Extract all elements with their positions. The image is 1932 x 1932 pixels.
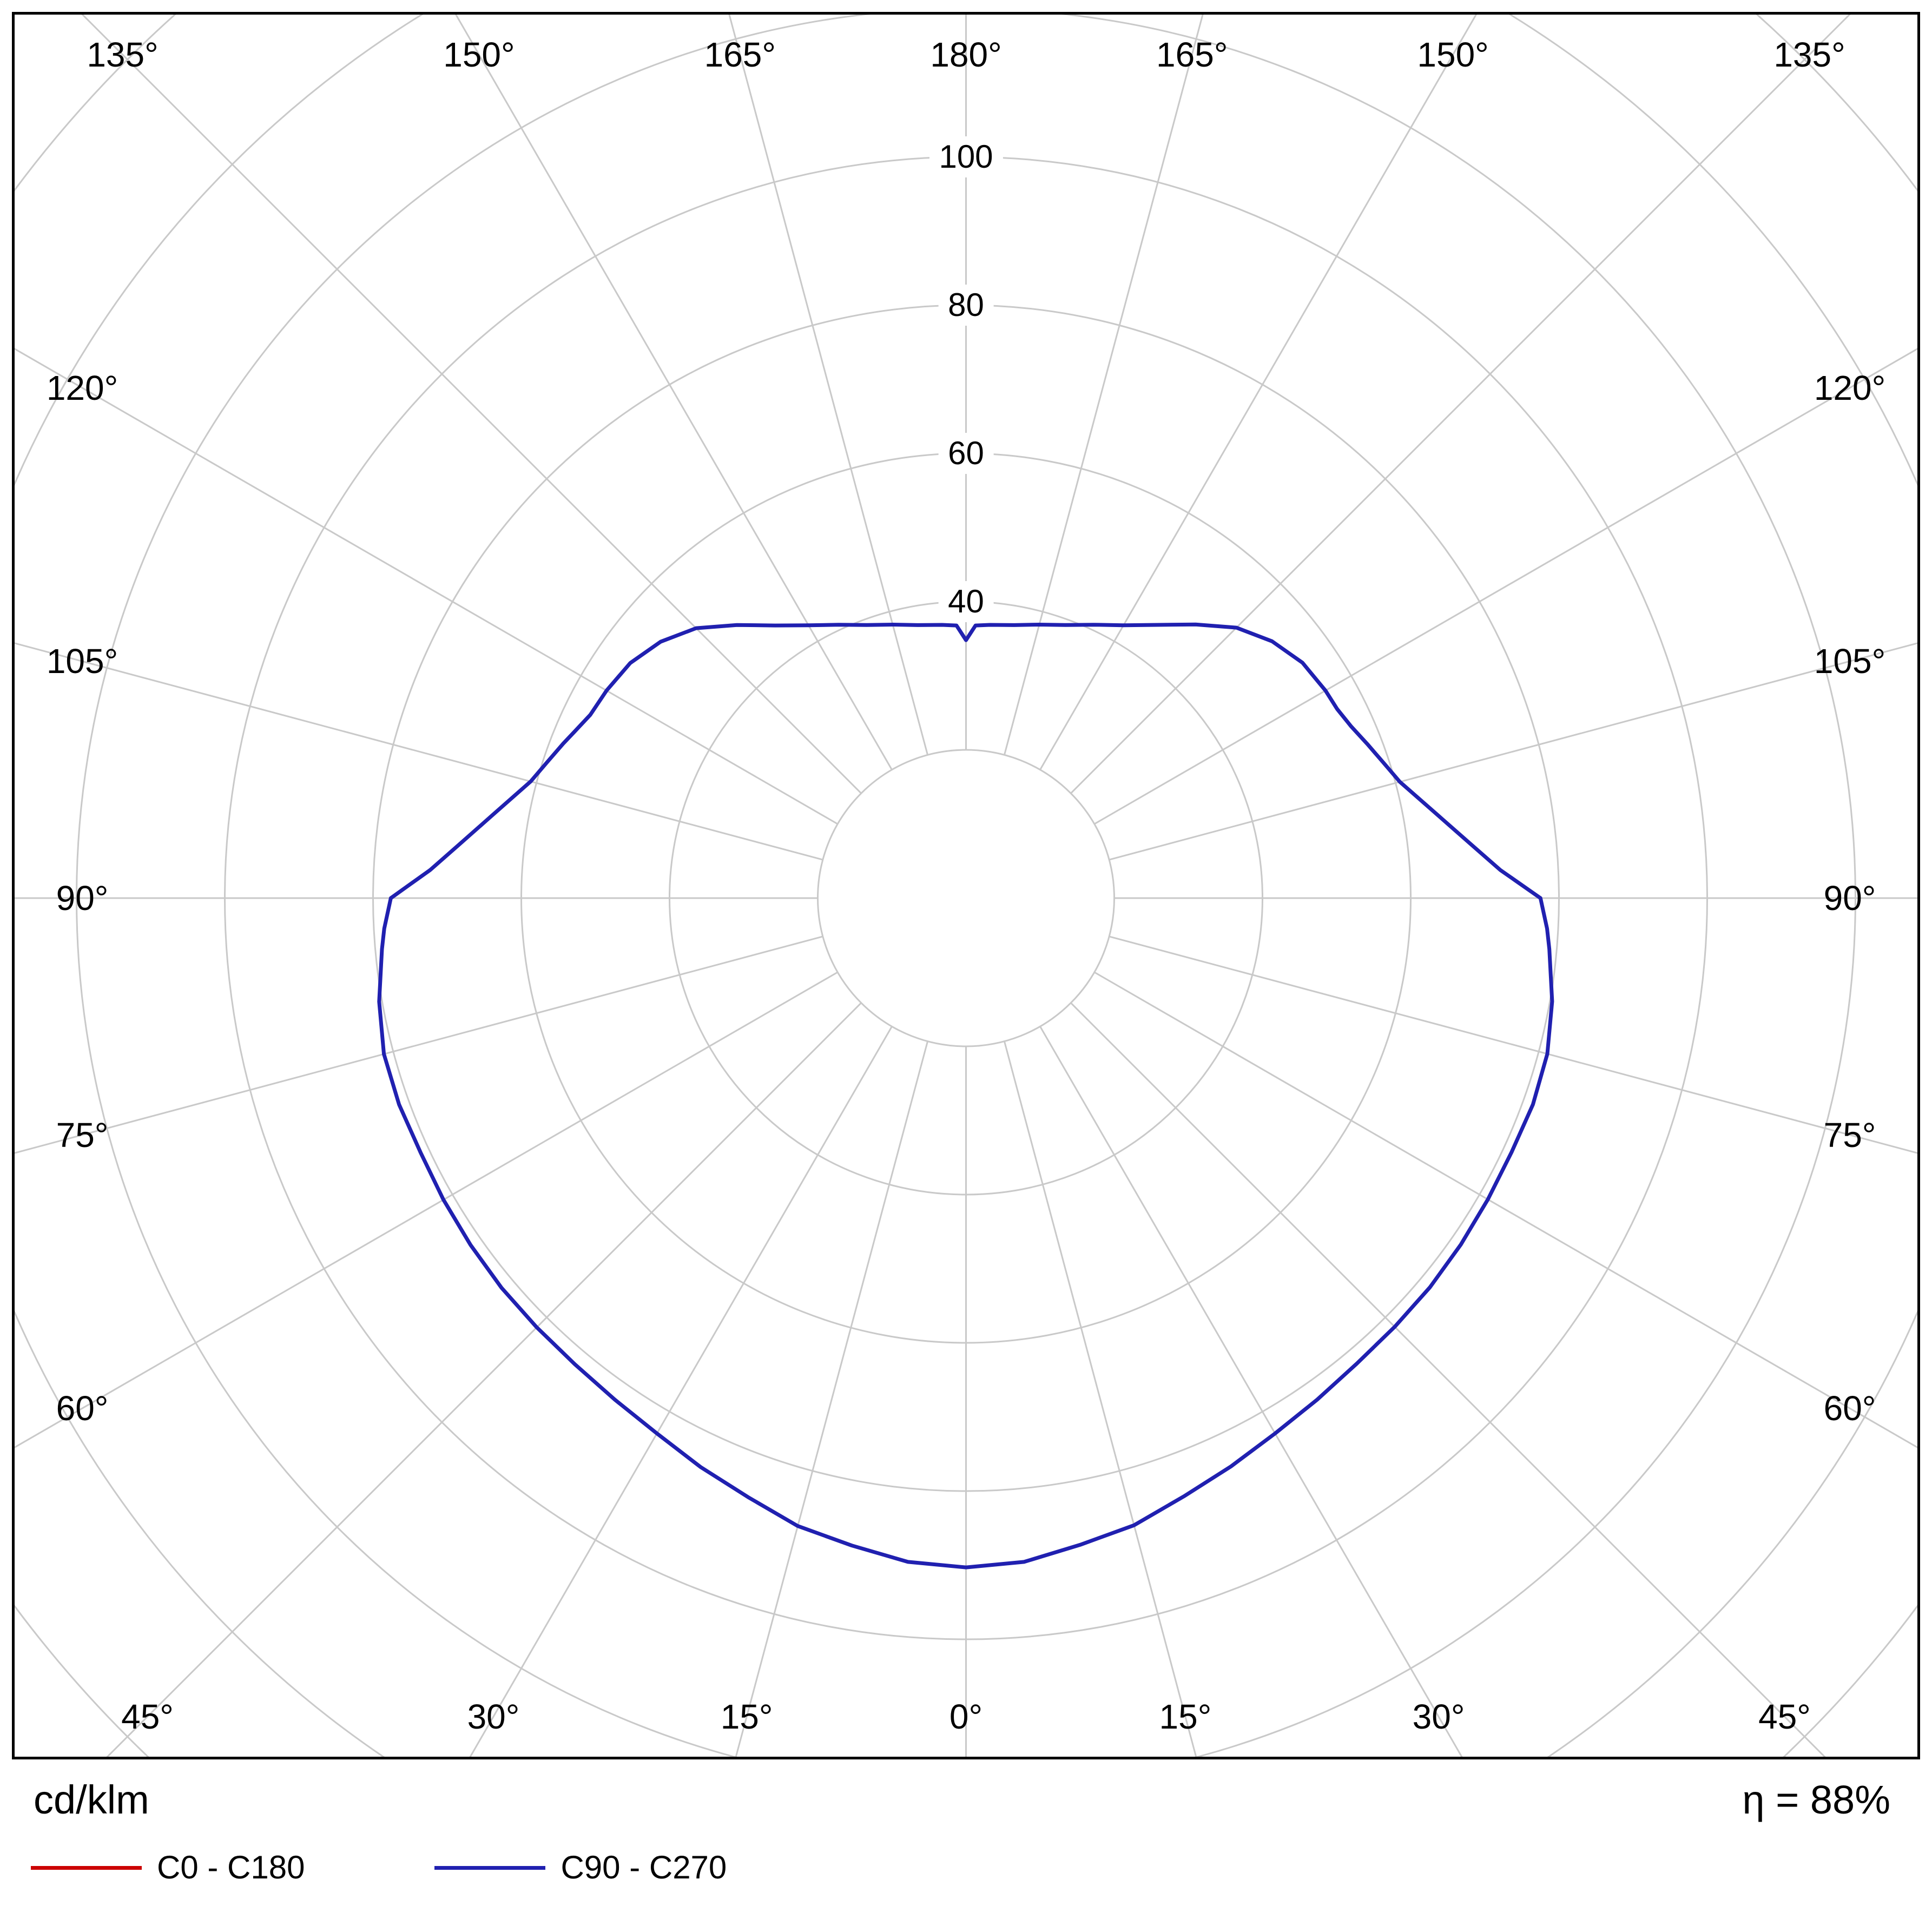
grid-spoke xyxy=(1094,971,1917,1449)
grid-spoke xyxy=(1039,15,1478,770)
grid-spoke xyxy=(735,1041,929,1757)
grid-spoke xyxy=(1003,1041,1197,1757)
legend-item-c90-c270: C90 - C270 xyxy=(434,1851,727,1884)
grid-spoke xyxy=(15,971,838,1449)
legend: C0 - C180 C90 - C270 xyxy=(31,1851,727,1884)
grid-spoke xyxy=(1039,1026,1463,1757)
legend-item-c0-c180: C0 - C180 xyxy=(31,1851,305,1884)
grid-spoke xyxy=(15,642,823,861)
grid-spoke xyxy=(15,347,838,825)
grid-spoke xyxy=(81,15,862,794)
curve-c90-c270 xyxy=(377,622,1554,1570)
legend-label-c90-c270: C90 - C270 xyxy=(561,1849,727,1885)
grid-spoke xyxy=(1003,15,1204,755)
grid-ring xyxy=(817,749,1115,1047)
polar-plot-area: 0° 15° 15° 30° 30° 45° 45° 60° 60° 75° 75° 90° 90° 10… xyxy=(12,12,1920,1759)
grid-spoke xyxy=(1094,347,1917,825)
legend-label-c0-c180: C0 - C180 xyxy=(157,1849,305,1885)
grid-spoke xyxy=(106,1002,862,1757)
legend-swatch-red xyxy=(31,1865,142,1870)
grid-spoke xyxy=(1070,1002,1826,1757)
grid-spoke xyxy=(1109,935,1917,1154)
grid-spoke xyxy=(469,1026,893,1757)
grid-spoke xyxy=(1070,15,1851,794)
footer: cd/klm η = 88% C0 - C180 C90 - C270 xyxy=(12,1759,1920,1932)
grid-spoke xyxy=(1109,642,1917,861)
grid-spoke xyxy=(454,15,893,770)
grid-spoke xyxy=(15,935,823,1154)
units-label: cd/klm xyxy=(34,1777,149,1822)
efficiency-label: η = 88% xyxy=(1742,1777,1890,1822)
legend-swatch-blue xyxy=(434,1865,546,1870)
polar-chart xyxy=(15,15,1917,1757)
grid-spoke xyxy=(728,15,929,755)
